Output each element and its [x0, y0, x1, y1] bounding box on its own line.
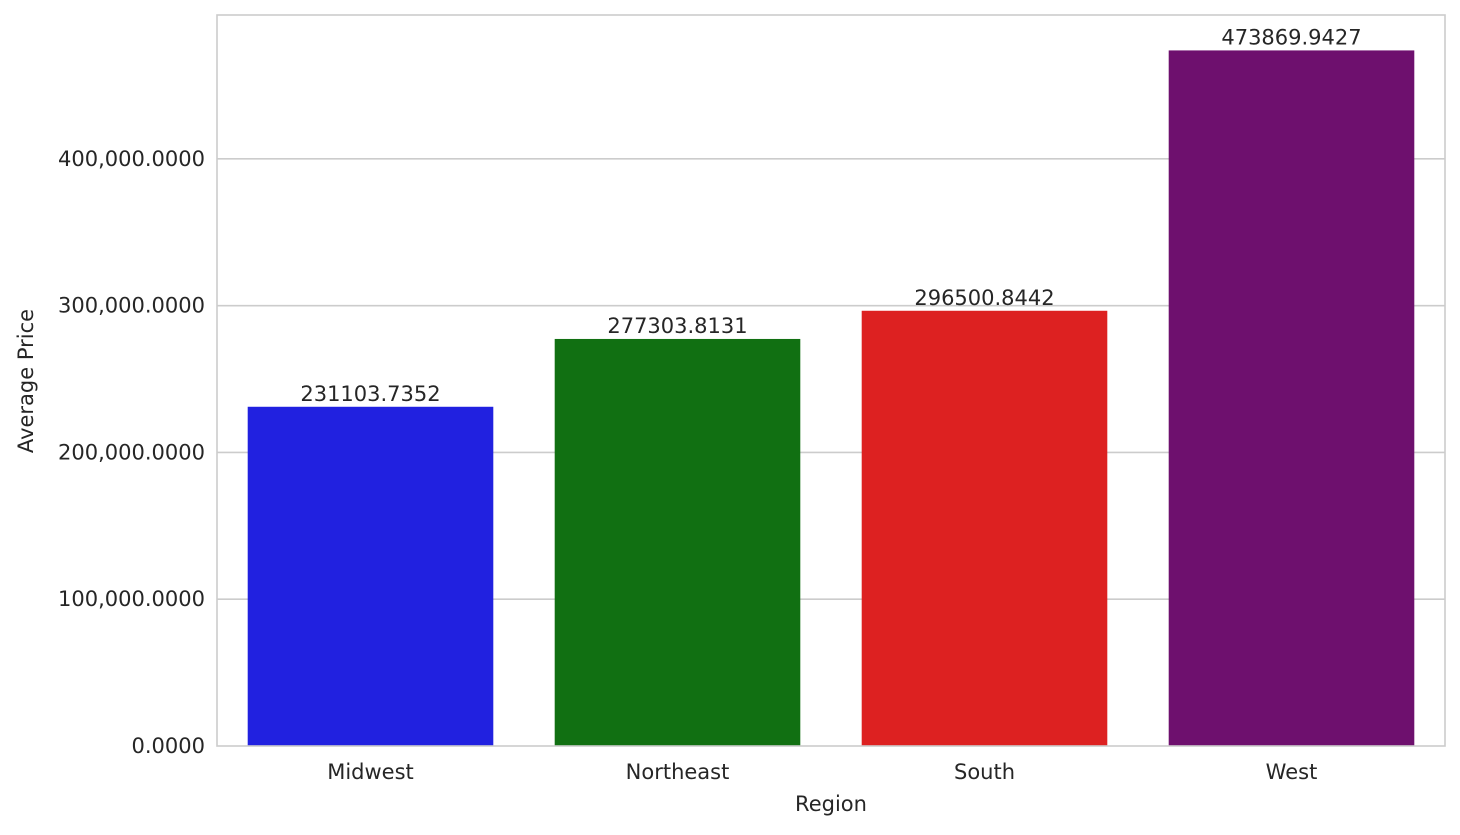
y-tick-label: 0.0000: [132, 734, 205, 758]
bar-midwest: [247, 406, 494, 746]
bars: [247, 50, 1415, 747]
bar-value-label: 296500.8442: [914, 286, 1054, 310]
x-tick-label: Northeast: [626, 760, 730, 784]
y-tick-label: 200,000.0000: [58, 440, 205, 464]
bar-value-labels: 231103.7352 277303.8131 296500.8442 473869.…: [300, 25, 1361, 405]
x-axis-title: Region: [795, 792, 867, 816]
y-tick-label: 100,000.0000: [58, 587, 205, 611]
plot-frame: [216, 14, 1446, 747]
bar-northeast: [554, 338, 801, 746]
x-tick-label: South: [954, 760, 1015, 784]
y-axis-title: Average Price: [14, 309, 38, 453]
bar-value-label: 277303.8131: [607, 314, 747, 338]
x-tick-label: Midwest: [327, 760, 414, 784]
bar-west: [1168, 50, 1415, 747]
bar-value-label: 231103.7352: [300, 382, 440, 406]
y-tick-label: 400,000.0000: [58, 147, 205, 171]
bar-south: [861, 310, 1108, 746]
y-tick-label: 300,000.0000: [58, 294, 205, 318]
bar-value-label: 473869.9427: [1221, 25, 1361, 49]
x-tick-label: West: [1266, 760, 1318, 784]
y-tick-labels: 0.0000 100,000.0000 200,000.0000 300,000.00…: [58, 147, 205, 758]
x-tick-labels: Midwest Northeast South West: [327, 760, 1317, 784]
